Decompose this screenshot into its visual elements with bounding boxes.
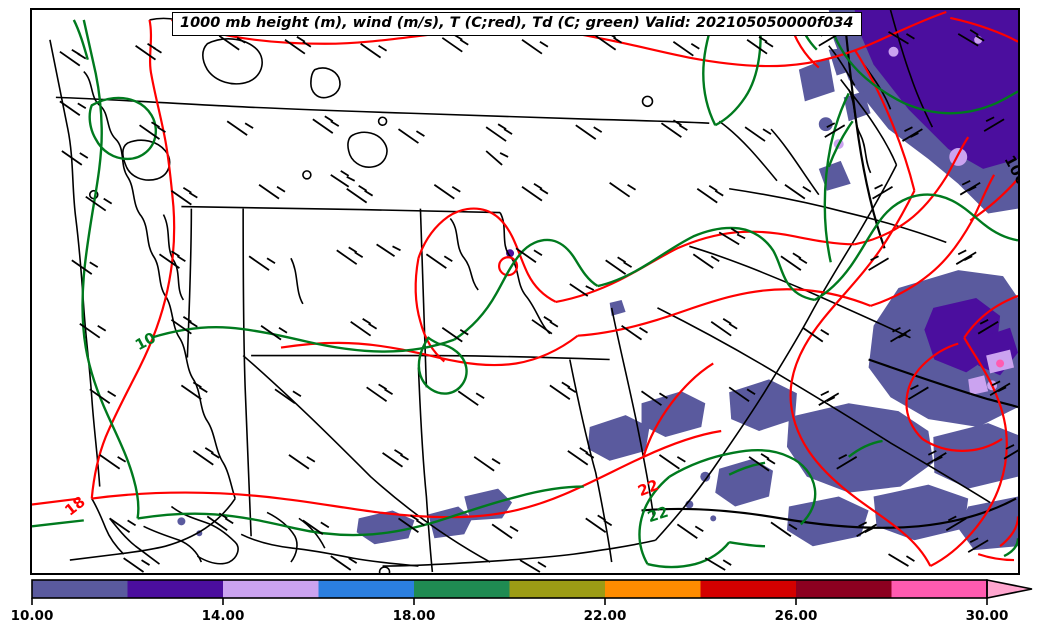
colorbar-canvas[interactable]: 10.00 14.00 18.00 22.00 26.00 30.00 <box>0 575 1037 633</box>
colorbar-segment[interactable] <box>509 580 606 598</box>
map-panel[interactable]: 18 10 22 22 100 <box>30 8 1020 575</box>
colorbar-segment[interactable] <box>127 580 224 598</box>
contour-label-18: 18 <box>61 493 88 520</box>
colorbar-segment[interactable] <box>891 580 988 598</box>
wind-barb-layer <box>59 29 1018 573</box>
colorbar-ticks <box>31 598 988 605</box>
colorbar-tick-labels: 10.00 14.00 18.00 22.00 26.00 30.00 <box>11 608 1009 624</box>
temperature-contour-layer <box>32 10 1018 568</box>
map-canvas[interactable]: 18 10 22 22 100 <box>32 10 1018 573</box>
colorbar-tick-label: 30.00 <box>966 608 1009 624</box>
colorbar-tick-label: 10.00 <box>11 608 54 624</box>
colorbar-segments <box>32 580 1032 598</box>
contour-label-22-green: 22 <box>645 503 670 526</box>
colorbar-tick-label: 22.00 <box>584 608 627 624</box>
colorbar-segment[interactable] <box>605 580 701 598</box>
colorbar-extend-segment[interactable] <box>987 580 1032 598</box>
colorbar-segment[interactable] <box>700 580 797 598</box>
contour-label-22-red: 22 <box>635 476 661 500</box>
colorbar-extend-arrow <box>986 579 1033 599</box>
colorbar-segment[interactable] <box>796 580 892 598</box>
colorbar-segment[interactable] <box>318 580 415 598</box>
colorbar-segment[interactable] <box>414 580 510 598</box>
dewpoint-contour-layer <box>32 17 1018 569</box>
colorbar-tick-label: 18.00 <box>393 608 436 624</box>
colorbar-segment[interactable] <box>223 580 319 598</box>
colorbar[interactable]: 10.00 14.00 18.00 22.00 26.00 30.00 <box>0 575 1037 633</box>
colorbar-tick-label: 26.00 <box>775 608 818 624</box>
geography-layer <box>49 10 1018 573</box>
colorbar-segment[interactable] <box>32 580 128 598</box>
colorbar-tick-label: 14.00 <box>202 608 245 624</box>
shading-layer <box>177 10 1018 551</box>
map-title: 1000 mb height (m), wind (m/s), T (C;red… <box>172 12 862 37</box>
